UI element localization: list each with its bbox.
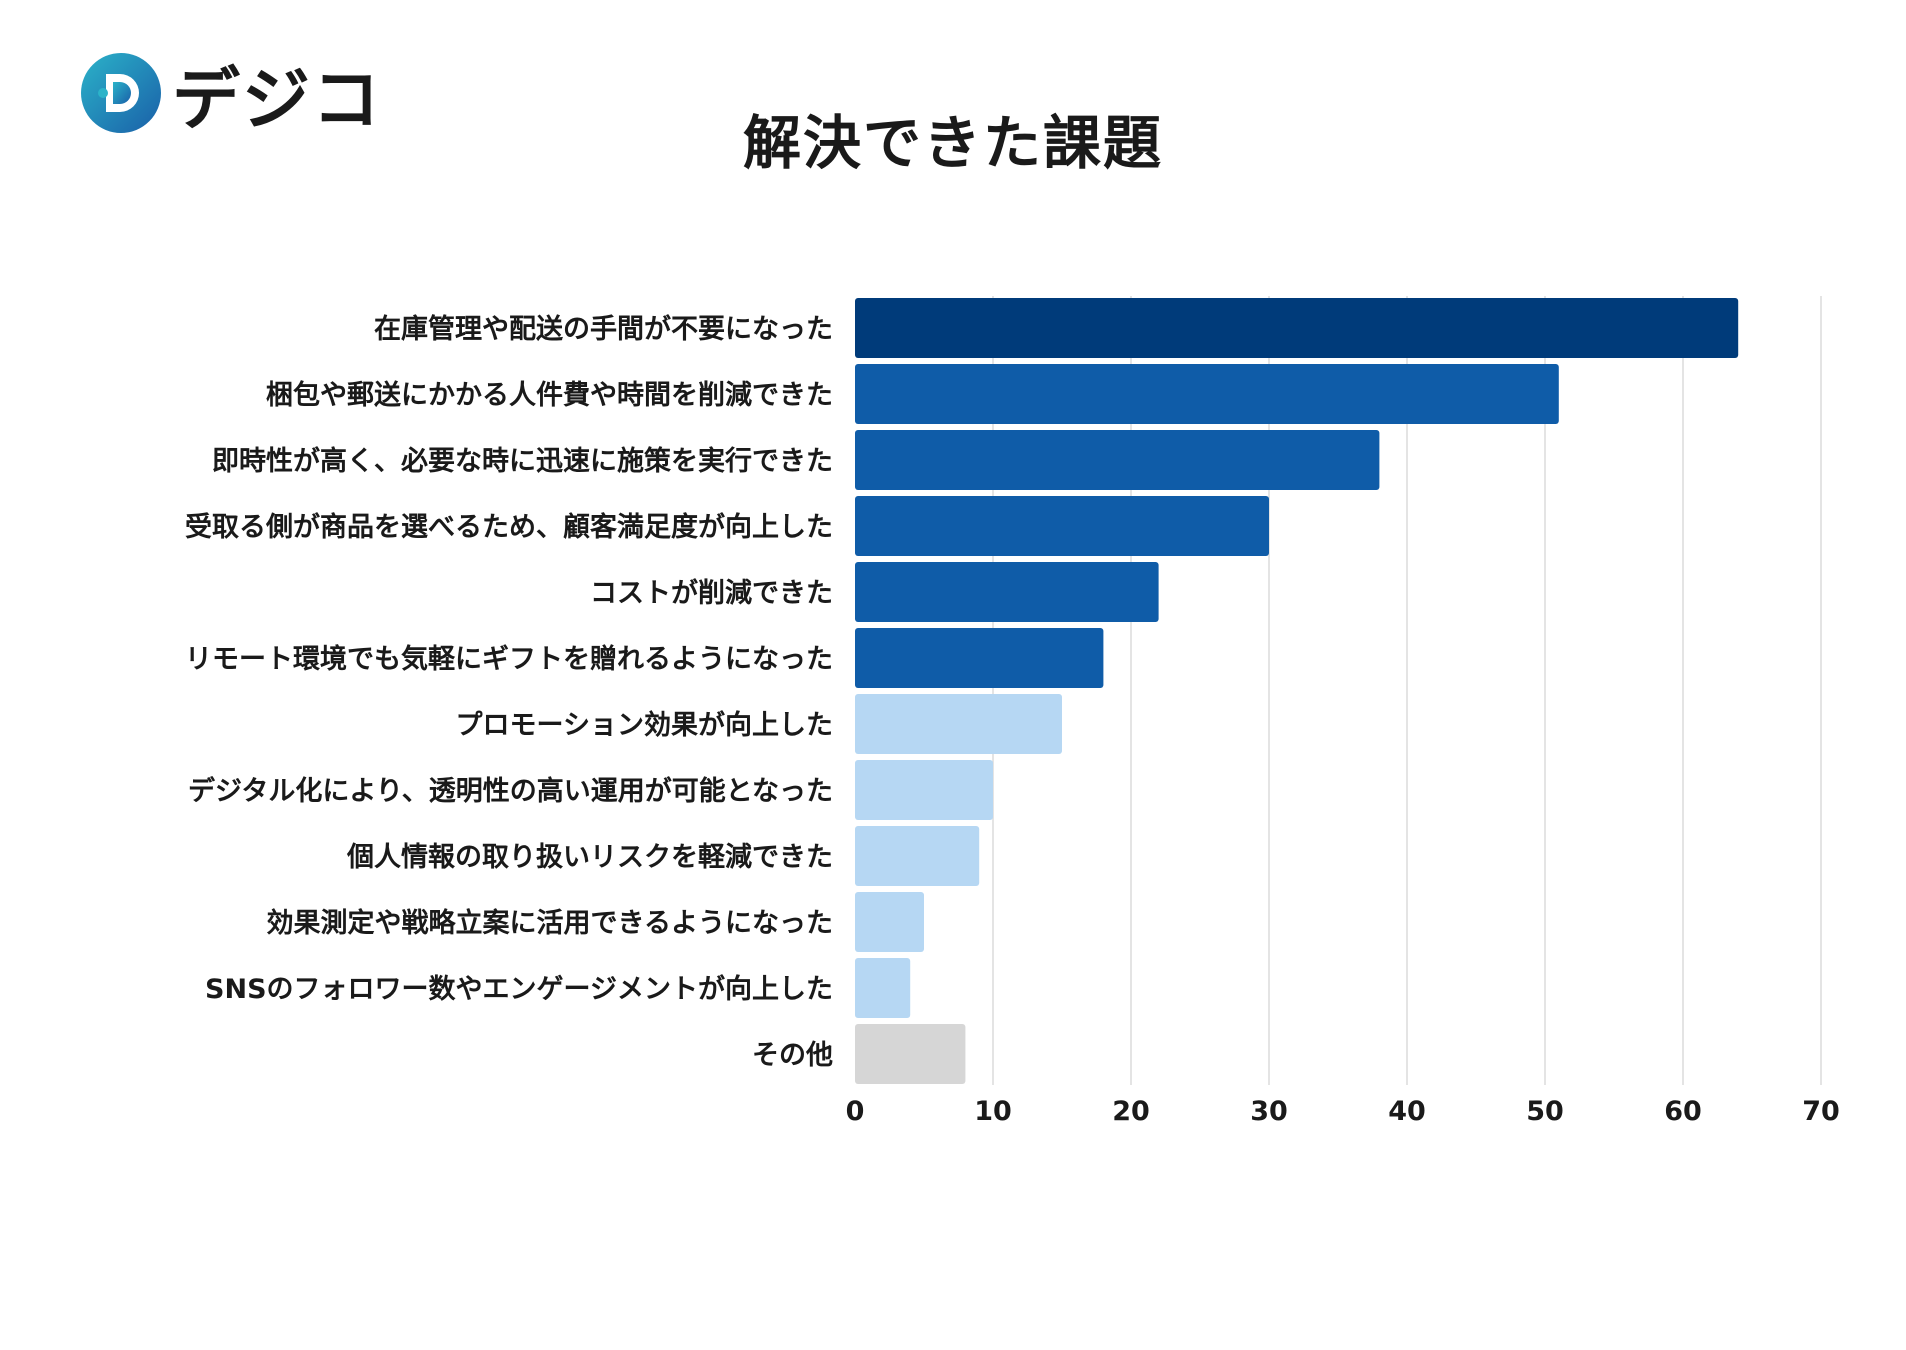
logo: デジコ — [80, 52, 382, 140]
bar-10 — [855, 958, 911, 1018]
digico-d-logo-icon — [81, 53, 161, 133]
category-label-6: プロモーション効果が向上した — [456, 709, 833, 741]
category-label-7: デジタル化により、透明性の高い運用が可能となった — [188, 775, 833, 807]
bar-11 — [855, 1024, 966, 1084]
bar-4 — [855, 562, 1159, 622]
category-label-4: コストが削減できた — [590, 577, 833, 609]
bar-6 — [855, 694, 1062, 754]
bar-3 — [855, 496, 1269, 556]
category-label-3: 受取る側が商品を選べるため、顧客満足度が向上した — [185, 511, 833, 543]
category-label-1: 梱包や郵送にかかる人件費や時間を削減できた — [266, 379, 833, 411]
x-tick-label-20: 20 — [1112, 1096, 1150, 1127]
bar-9 — [855, 892, 924, 952]
category-label-8: 個人情報の取り扱いリスクを軽減できた — [346, 842, 833, 873]
category-label-10: SNSのフォロワー数やエンゲージメントが向上した — [205, 973, 833, 1005]
x-tick-label-40: 40 — [1388, 1096, 1426, 1127]
x-tick-label-30: 30 — [1250, 1096, 1288, 1127]
bar-0 — [855, 298, 1739, 358]
x-tick-label-50: 50 — [1526, 1096, 1564, 1127]
bar-8 — [855, 826, 980, 886]
bar-7 — [855, 760, 993, 820]
category-label-2: 即時性が高く、必要な時に迅速に施策を実行できた — [212, 445, 833, 477]
category-label-9: 効果測定や戦略立案に活用できるようになった — [267, 907, 833, 939]
category-label-11: その他 — [752, 1040, 833, 1071]
x-tick-label-70: 70 — [1802, 1096, 1840, 1127]
x-tick-label-60: 60 — [1664, 1096, 1702, 1127]
category-label-0: 在庫管理や配送の手間が不要になった — [374, 313, 833, 345]
chart-title: 解決できた課題 — [742, 109, 1163, 177]
x-tick-label-10: 10 — [974, 1096, 1012, 1127]
bar-1 — [855, 364, 1559, 424]
x-tick-label-0: 0 — [846, 1096, 865, 1127]
category-label-5: リモート環境でも気軽にギフトを贈れるようになった — [185, 643, 833, 675]
logo-text: デジコ — [172, 60, 383, 140]
bar-5 — [855, 628, 1104, 688]
bar-2 — [855, 430, 1380, 490]
